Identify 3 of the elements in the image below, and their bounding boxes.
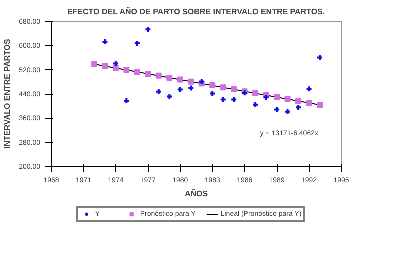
chart-title: EFECTO DEL AÑO DE PARTO SOBRE INTERVALO ENTRE PARTOS. (67, 6, 326, 16)
x-axis-title: AÑOS (184, 188, 209, 198)
y-axis-title: INTERVALO ENTRE PARTOS (3, 38, 12, 149)
